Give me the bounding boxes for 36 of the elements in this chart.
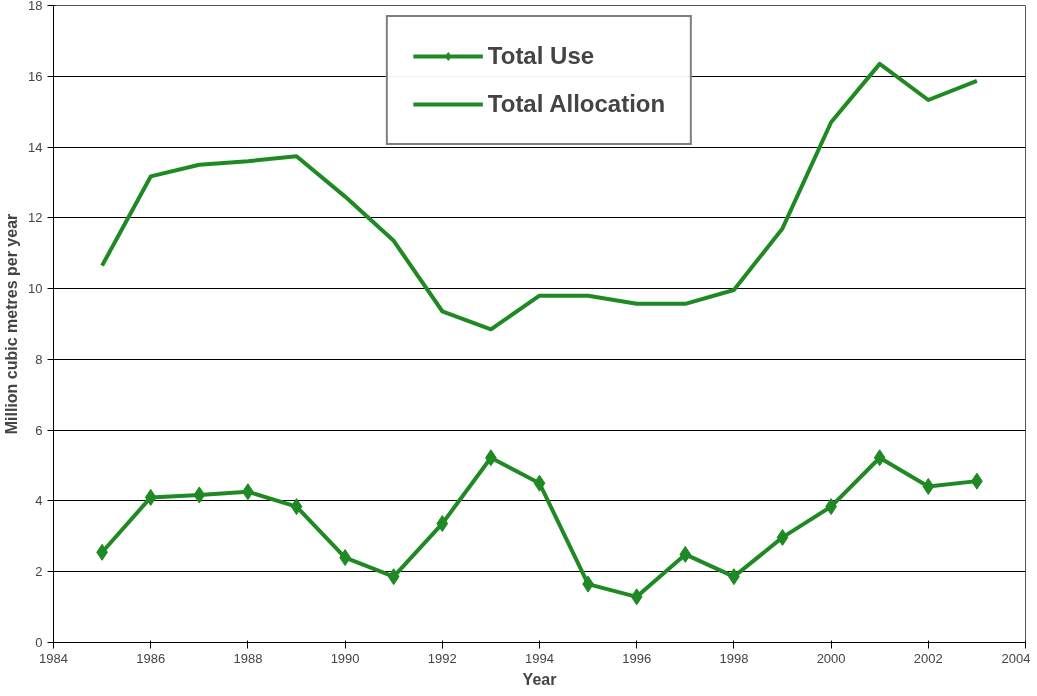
y-tick-label: 12	[28, 210, 43, 226]
x-tick-label: 1986	[136, 650, 166, 666]
x-tick-label: 1988	[233, 650, 263, 666]
x-tick-label: 2004	[1001, 650, 1031, 666]
point	[630, 588, 643, 606]
x-tick-label: 1996	[622, 650, 652, 666]
point	[533, 474, 546, 492]
x-tick-label: 1992	[427, 650, 457, 666]
y-tick-label: 4	[35, 493, 43, 509]
point	[387, 568, 400, 586]
legend-label: Total Allocation	[487, 90, 666, 118]
x-tick-label: 1998	[719, 650, 749, 666]
y-axis-title: Million cubic metres per year	[3, 213, 21, 435]
point	[922, 477, 935, 495]
y-tick-label: 0	[35, 635, 43, 650]
y-tick-label: 18	[28, 0, 43, 13]
x-tick-label: 2000	[816, 650, 846, 666]
x-tick-label: 1984	[39, 650, 68, 666]
point	[436, 515, 449, 533]
y-tick-label: 14	[28, 139, 43, 155]
legend-label: Total Use	[487, 42, 595, 70]
point	[290, 498, 303, 516]
point	[193, 486, 206, 504]
x-tick-label: 2002	[913, 650, 943, 666]
y-tick-label: 8	[35, 351, 43, 367]
x-axis-title: Year	[522, 670, 557, 688]
y-tick-label: 2	[35, 564, 43, 580]
point	[873, 449, 886, 467]
y-tick-label: 16	[28, 68, 43, 84]
x-tick-label: 1990	[330, 650, 360, 666]
x-tick-label: 1994	[525, 650, 554, 666]
point	[776, 528, 789, 546]
point	[679, 545, 692, 563]
y-tick-label: 10	[28, 281, 43, 297]
point	[144, 488, 157, 506]
y-tick-label: 6	[35, 422, 43, 438]
